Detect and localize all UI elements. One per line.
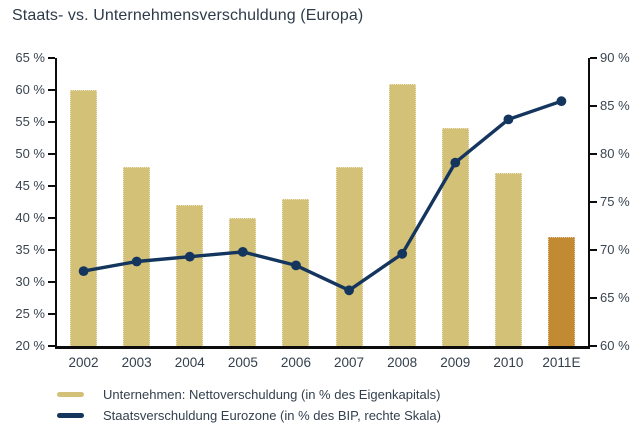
data-point-2007 <box>344 285 354 296</box>
legend-item-staatsverschuldung: Staatsverschuldung Eurozone (in % des BI… <box>57 405 441 426</box>
data-point-2010 <box>503 114 514 125</box>
x-axis-label-2011E: 2011E <box>542 355 581 370</box>
left-axis-tick <box>48 57 55 59</box>
bar-2007 <box>335 166 363 346</box>
right-axis-tick-label: 85 % <box>600 98 630 113</box>
left-axis-tick-label: 20 % <box>15 338 45 353</box>
left-axis-tick <box>48 249 55 251</box>
left-axis-tick-label: 30 % <box>15 274 45 289</box>
right-axis-tick <box>590 345 597 347</box>
right-axis-tick-label: 90 % <box>600 50 630 65</box>
right-axis-tick-label: 70 % <box>600 242 630 257</box>
left-axis-tick <box>48 313 55 315</box>
left-axis-tick-label: 40 % <box>15 210 45 225</box>
x-axis-label-2002: 2002 <box>68 355 99 370</box>
data-point-2009 <box>450 157 461 168</box>
left-axis-tick <box>48 89 55 91</box>
left-axis-tick-label: 60 % <box>15 82 45 97</box>
right-axis-tick <box>590 297 597 299</box>
left-axis-tick-label: 55 % <box>15 114 45 129</box>
bar-2006 <box>282 198 310 346</box>
right-axis-tick-label: 60 % <box>600 338 630 353</box>
x-axis-label-2005: 2005 <box>227 355 258 370</box>
x-axis-label-2010: 2010 <box>493 355 524 370</box>
right-axis-tick-label: 75 % <box>600 194 630 209</box>
bar-2005 <box>229 218 257 346</box>
left-axis-line <box>55 58 57 348</box>
right-axis-tick <box>590 249 597 251</box>
left-axis-tick <box>48 153 55 155</box>
x-axis-line <box>55 346 590 349</box>
line-series <box>78 96 567 296</box>
chart-title: Staats- vs. Unternehmensverschuldung (Eu… <box>12 7 364 24</box>
left-axis-tick <box>48 121 55 123</box>
right-axis-tick-label: 65 % <box>600 290 630 305</box>
x-axis-label-2009: 2009 <box>440 355 471 370</box>
legend-label: Unternehmen: Nettoverschuldung (in % des… <box>103 387 441 402</box>
legend-item-unternehmen: Unternehmen: Nettoverschuldung (in % des… <box>57 384 441 405</box>
data-point-2005 <box>237 247 248 257</box>
bar-2004 <box>176 205 204 346</box>
line-path <box>83 99 562 293</box>
bar-series-swatch <box>57 392 84 397</box>
right-axis-line <box>588 58 590 348</box>
right-axis-tick <box>590 153 597 155</box>
right-axis-tick <box>590 57 597 59</box>
legend-label: Staatsverschuldung Eurozone (in % des BI… <box>103 408 441 423</box>
x-axis-label-2006: 2006 <box>280 355 311 370</box>
right-axis-tick <box>590 201 597 203</box>
data-point-2004 <box>184 251 195 262</box>
data-point-2006 <box>291 260 301 271</box>
x-axis-label-2008: 2008 <box>387 355 418 370</box>
bar-2002 <box>70 90 98 346</box>
bar-2010 <box>494 173 522 346</box>
left-axis-tick-label: 25 % <box>15 306 45 321</box>
right-axis-tick-label: 80 % <box>600 146 630 161</box>
left-axis-tick <box>48 217 55 219</box>
data-point-2002 <box>78 266 89 276</box>
x-axis-label-2003: 2003 <box>121 355 152 370</box>
left-axis-tick-label: 35 % <box>15 242 45 257</box>
left-axis-tick-label: 50 % <box>15 146 45 161</box>
left-axis-tick-label: 45 % <box>15 178 45 193</box>
data-point-2011E <box>556 96 567 107</box>
bar-2008 <box>388 83 416 346</box>
plot-area: 65 % 60 % 55 % 50 % 45 % 40 % 35 % 30 % 25 % 20 %… <box>15 50 629 370</box>
data-point-2008 <box>397 248 408 259</box>
left-axis-tick <box>48 345 55 347</box>
left-axis-tick-label: 65 % <box>15 50 45 65</box>
x-axis-label-2004: 2004 <box>174 355 205 370</box>
bar-2003 <box>123 166 151 346</box>
x-axis-label-2007: 2007 <box>334 355 365 370</box>
bar-2011E <box>547 237 575 346</box>
data-point-2003 <box>131 256 142 267</box>
left-axis-tick <box>48 281 55 283</box>
line-series-swatch <box>57 413 84 418</box>
legend: Unternehmen: Nettoverschuldung (in % des… <box>57 384 441 426</box>
right-axis-tick <box>590 105 597 107</box>
left-axis-tick <box>48 185 55 187</box>
